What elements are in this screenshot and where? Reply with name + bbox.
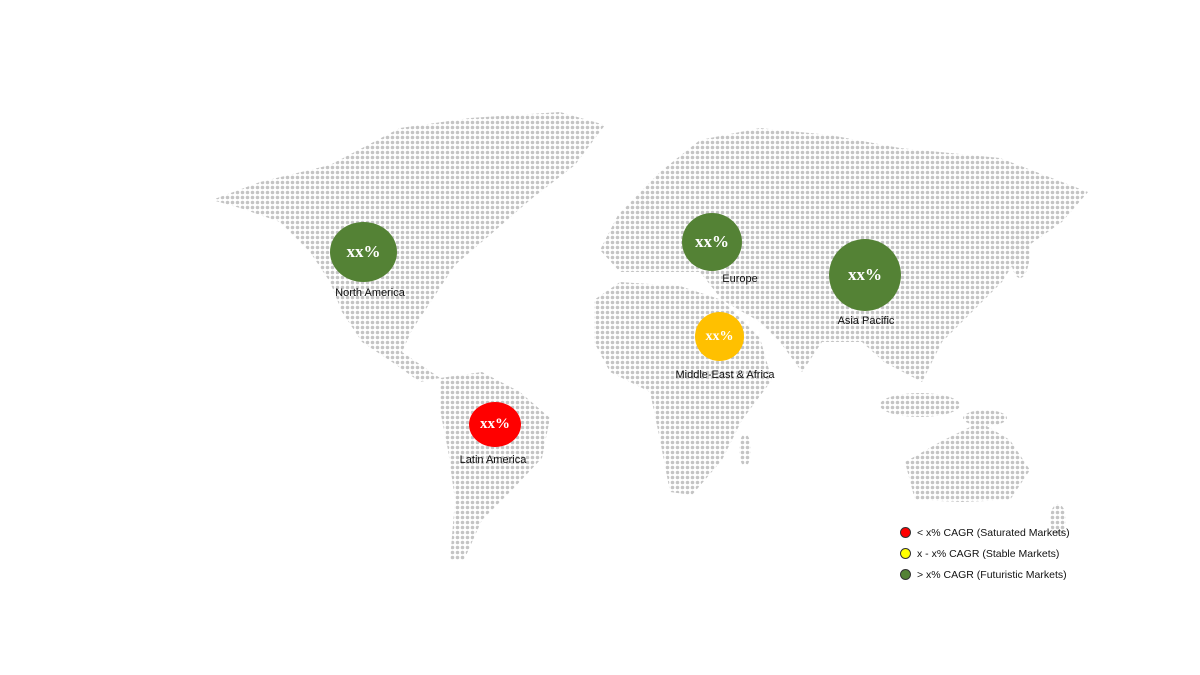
legend-label: < x% CAGR (Saturated Markets) [917, 526, 1070, 539]
legend-item-saturated: < x% CAGR (Saturated Markets) [900, 522, 1070, 543]
yellow-dot-icon [900, 548, 911, 559]
legend-label: x - x% CAGR (Stable Markets) [917, 547, 1060, 560]
south-america-landmass [440, 372, 550, 560]
region-bubble-europe[interactable]: xx% [682, 213, 742, 271]
region-label-europe: Europe [722, 273, 758, 285]
region-bubble-north-america[interactable]: xx% [330, 222, 397, 282]
red-dot-icon [900, 527, 911, 538]
legend-item-futuristic: > x% CAGR (Futuristic Markets) [900, 564, 1070, 585]
region-bubble-asia-pacific[interactable]: xx% [829, 239, 901, 311]
uk-landmass [637, 191, 653, 219]
madagascar-landmass [739, 434, 751, 466]
japan-landmass [1010, 222, 1030, 278]
region-bubble-latin-america[interactable]: xx% [469, 402, 521, 447]
new-zealand-landmass [1050, 504, 1066, 536]
indonesia-landmass [880, 393, 960, 417]
australia-landmass [905, 422, 1030, 502]
legend-item-stable: x - x% CAGR (Stable Markets) [900, 543, 1070, 564]
legend-label: > x% CAGR (Futuristic Markets) [917, 568, 1067, 581]
region-label-middle-east-africa: Middle-East & Africa [675, 369, 775, 381]
region-label-north-america: North America [335, 287, 405, 299]
region-bubble-middle-east-africa[interactable]: xx% [695, 312, 744, 361]
green-dot-icon [900, 569, 911, 580]
north-america-landmass [212, 112, 605, 382]
region-label-latin-america: Latin America [459, 454, 527, 466]
legend: < x% CAGR (Saturated Markets) x - x% CAG… [900, 522, 1070, 585]
region-label-asia-pacific: Asia Pacific [837, 315, 895, 327]
new-guinea-landmass [963, 410, 1007, 426]
